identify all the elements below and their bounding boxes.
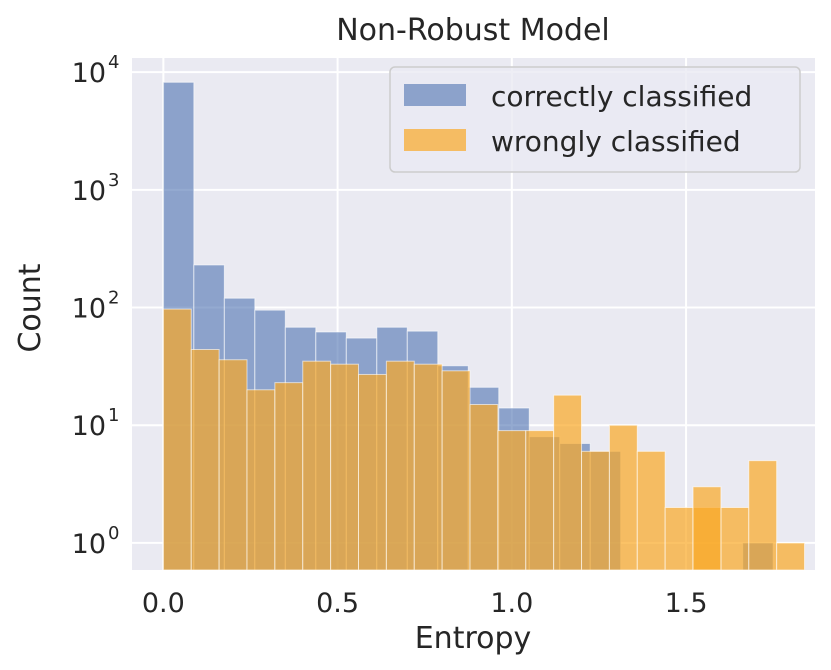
legend-label-correct: correctly classified: [491, 80, 752, 113]
legend-label-wrong: wrongly classified: [491, 125, 741, 158]
y-tick-exponent: 3: [108, 170, 119, 191]
x-tick-label: 0.0: [142, 588, 185, 619]
histogram-bar: [497, 430, 527, 571]
histogram-bar: [218, 359, 248, 571]
histogram-bar: [636, 450, 666, 571]
series-wrongly-classified: [162, 308, 806, 571]
histogram-bar: [581, 450, 610, 571]
histogram-bar: [413, 363, 443, 571]
chart-title: Non-Robust Model: [336, 13, 610, 48]
histogram-bar: [692, 486, 722, 571]
histogram-bar: [162, 308, 192, 571]
legend-swatch-correct: [404, 84, 466, 106]
histogram-bar: [330, 363, 360, 571]
y-tick-label: 10: [72, 529, 106, 560]
y-tick-exponent: 4: [108, 52, 119, 73]
histogram-bar: [358, 373, 387, 571]
histogram-bar: [525, 430, 555, 571]
legend: correctly classified wrongly classified: [389, 66, 801, 173]
y-tick-exponent: 0: [108, 523, 119, 544]
histogram-bar: [720, 506, 750, 571]
legend-box: [389, 66, 801, 173]
x-tick-label: 0.5: [316, 588, 359, 619]
y-tick-exponent: 2: [108, 288, 119, 309]
histogram-bar: [469, 404, 499, 571]
histogram-bar: [441, 370, 471, 571]
y-tick-label: 10: [72, 176, 106, 207]
y-tick-label: 10: [72, 411, 106, 442]
y-tick-exponent: 1: [108, 405, 119, 426]
histogram-bar: [776, 542, 806, 571]
histogram-bar: [274, 382, 304, 571]
x-axis-label: Entropy: [415, 621, 532, 656]
x-tick-labels: 0.0 0.5 1.0 1.5: [142, 588, 708, 619]
y-axis-label: Count: [13, 263, 48, 352]
histogram-bar: [190, 348, 220, 571]
y-tick-label: 10: [72, 58, 106, 89]
histogram-bar: [302, 360, 332, 571]
histogram-bar: [246, 389, 276, 571]
histogram-bar: [664, 506, 694, 571]
histogram-bar: [385, 360, 415, 571]
histogram-bar: [748, 460, 778, 571]
y-tick-label: 10: [72, 294, 106, 325]
histogram-bar: [608, 424, 638, 571]
histogram-bar: [553, 394, 583, 571]
x-tick-label: 1.0: [490, 588, 533, 619]
legend-swatch-wrong: [404, 129, 466, 151]
x-tick-label: 1.5: [665, 588, 708, 619]
